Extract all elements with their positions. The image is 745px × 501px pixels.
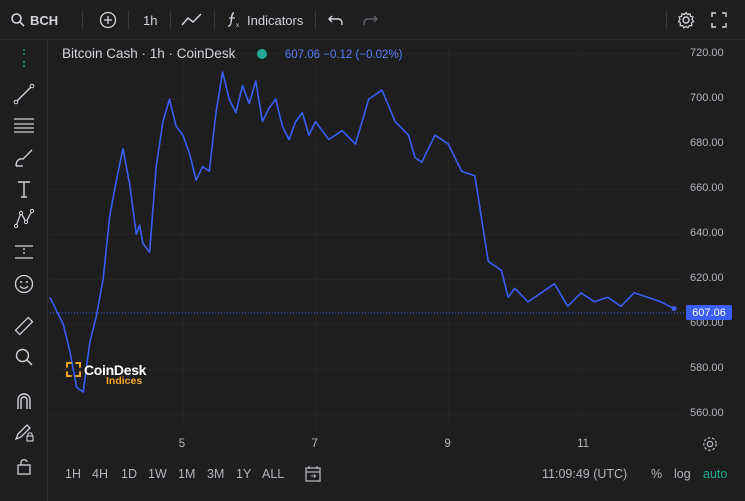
function-icon: x bbox=[227, 12, 239, 29]
compare-button[interactable] bbox=[99, 0, 117, 40]
top-toolbar: BCH 1h x Indicators bbox=[0, 0, 745, 40]
range-button-1m[interactable]: 1M bbox=[178, 467, 196, 481]
ruler-icon bbox=[14, 316, 34, 336]
logo-brand: CoinDesk bbox=[84, 362, 147, 378]
logo-sub: Indices bbox=[106, 375, 143, 387]
svg-text:x: x bbox=[236, 23, 239, 29]
divider bbox=[128, 11, 129, 29]
gear-icon bbox=[677, 11, 695, 29]
trend-line-tool[interactable] bbox=[12, 82, 36, 106]
text-icon bbox=[18, 181, 30, 198]
price-tick-label: 600.00 bbox=[690, 317, 724, 330]
pencil-lock-icon bbox=[14, 424, 34, 442]
range-button-1h[interactable]: 1H bbox=[65, 467, 81, 481]
price-tick-label: 720.00 bbox=[690, 47, 724, 59]
fullscreen-icon bbox=[711, 12, 727, 28]
range-button-all[interactable]: ALL bbox=[262, 467, 285, 481]
time-tick-label: 11 bbox=[577, 438, 590, 450]
coindesk-mark-icon bbox=[66, 362, 81, 377]
date-range-button[interactable] bbox=[304, 460, 322, 488]
clock-time[interactable]: 11:09:49 (UTC) bbox=[542, 467, 628, 481]
fib-tool[interactable] bbox=[12, 113, 36, 137]
range-button-1y[interactable]: 1Y bbox=[236, 467, 252, 481]
gear-icon bbox=[703, 437, 717, 451]
fullscreen-button[interactable] bbox=[711, 0, 727, 40]
time-tick-label: 5 bbox=[178, 438, 186, 450]
price-tick-label: 640.00 bbox=[690, 227, 724, 240]
undo-icon bbox=[328, 15, 343, 25]
chart-grid bbox=[50, 45, 684, 428]
price-tick-label: 560.00 bbox=[690, 407, 724, 420]
axis-settings-button[interactable] bbox=[702, 436, 718, 452]
lock-drawing-tool[interactable] bbox=[12, 420, 36, 444]
range-button-3m[interactable]: 3M bbox=[207, 467, 225, 481]
price-tick-label: 620.00 bbox=[690, 272, 724, 285]
range-button-4h[interactable]: 4H bbox=[92, 467, 108, 481]
undo-button[interactable] bbox=[328, 0, 344, 40]
divider bbox=[315, 11, 316, 29]
emoji-tool[interactable] bbox=[12, 272, 36, 296]
fib-retracement-icon bbox=[14, 118, 34, 133]
price-tick-label: 580.00 bbox=[690, 362, 724, 375]
divider bbox=[82, 11, 83, 29]
indicators-button[interactable]: x Indicators bbox=[226, 0, 303, 40]
chart-legend: Bitcoin Cash · 1h · CoinDesk 607.06 −0.1… bbox=[62, 46, 403, 61]
range-icon bbox=[15, 245, 33, 259]
crosshair-icon bbox=[23, 49, 25, 67]
chart-type-button[interactable] bbox=[181, 0, 203, 40]
line-chart-icon bbox=[181, 13, 202, 26]
magnet-tool[interactable] bbox=[12, 389, 36, 413]
ruler-tool[interactable] bbox=[12, 314, 36, 338]
brush-icon bbox=[15, 149, 33, 167]
crosshair-tool[interactable] bbox=[12, 46, 36, 70]
price-tick-label: 660.00 bbox=[690, 182, 724, 195]
time-tick-label: 9 bbox=[444, 438, 451, 450]
zoom-icon bbox=[15, 348, 33, 366]
price-tick-label: 700.00 bbox=[690, 92, 724, 105]
plus-circle-icon bbox=[99, 11, 117, 29]
last-price-dot bbox=[671, 306, 677, 312]
range-button-1d[interactable]: 1D bbox=[121, 467, 137, 481]
search-icon bbox=[11, 13, 25, 27]
settings-button[interactable] bbox=[677, 0, 695, 40]
indicators-label: Indicators bbox=[247, 12, 304, 28]
market-status-dot[interactable] bbox=[257, 49, 268, 59]
drawing-toolbar bbox=[0, 40, 48, 501]
divider bbox=[214, 11, 215, 29]
percent-toggle[interactable]: % bbox=[651, 467, 663, 481]
log-toggle[interactable]: log bbox=[674, 467, 691, 481]
redo-icon bbox=[363, 15, 378, 25]
range-button-1w[interactable]: 1W bbox=[148, 467, 167, 481]
symbol-search-button[interactable]: BCH bbox=[10, 0, 58, 40]
trend-line-icon bbox=[13, 83, 35, 105]
auto-toggle[interactable]: auto bbox=[703, 467, 728, 481]
magnet-icon bbox=[17, 393, 31, 409]
divider bbox=[170, 11, 171, 29]
lock-tool[interactable] bbox=[12, 454, 36, 478]
measure-range-tool[interactable] bbox=[12, 240, 36, 264]
chart-pane[interactable] bbox=[48, 40, 738, 460]
pattern-icon bbox=[13, 208, 35, 229]
last-price-label: 607.06 bbox=[686, 305, 732, 320]
interval-button[interactable]: 1h bbox=[143, 12, 158, 28]
text-tool[interactable] bbox=[12, 177, 36, 201]
bottom-toolbar: 1H 4H 1D 1W 1M 3M 1Y ALL 11:09:49 (UTC) % log a… bbox=[48, 460, 738, 490]
brush-tool[interactable] bbox=[12, 146, 36, 170]
pattern-tool[interactable] bbox=[12, 207, 36, 231]
coindesk-logo: CoinDesk Indices bbox=[66, 362, 146, 387]
calendar-range-icon bbox=[305, 466, 321, 482]
smiley-icon bbox=[14, 274, 34, 294]
zoom-tool[interactable] bbox=[12, 345, 36, 369]
time-tick-label: 7 bbox=[311, 438, 318, 450]
price-tick-label: 680.00 bbox=[690, 137, 724, 150]
lock-icon bbox=[17, 459, 31, 475]
redo-button[interactable] bbox=[362, 0, 378, 40]
legend-title: Bitcoin Cash · 1h · CoinDesk bbox=[62, 46, 236, 61]
legend-values: 607.06 −0.12 (−0.02%) bbox=[284, 49, 403, 61]
price-series-line bbox=[49, 71, 675, 393]
divider bbox=[666, 11, 667, 29]
symbol-label: BCH bbox=[30, 12, 59, 28]
